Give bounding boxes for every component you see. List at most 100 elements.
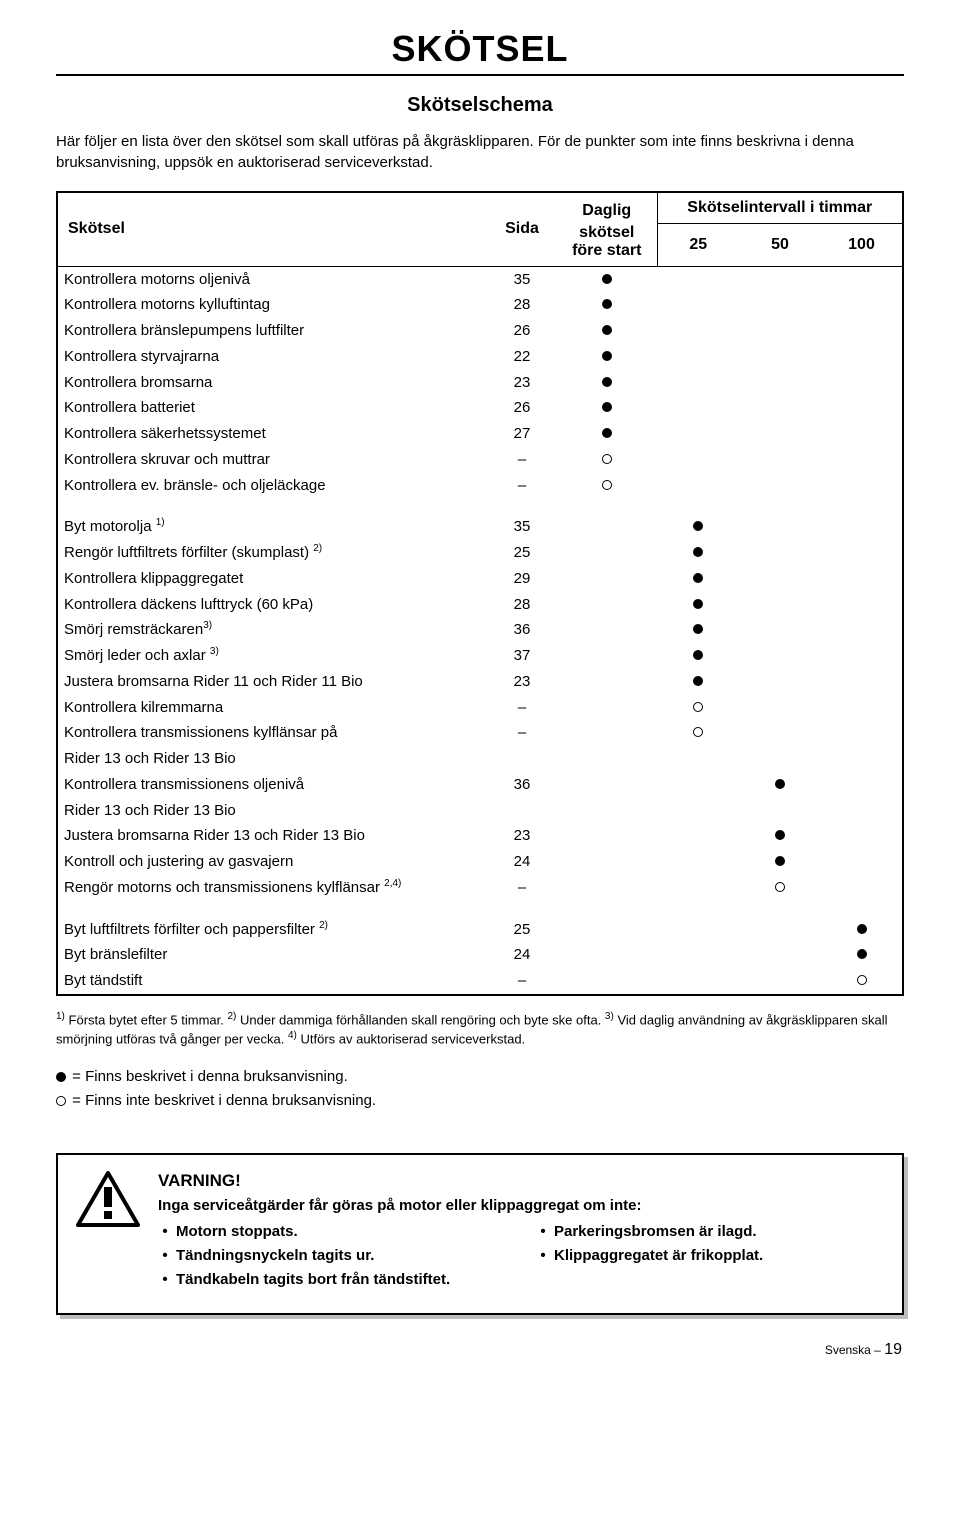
mark-cell [557, 566, 657, 592]
mark-cell [657, 447, 739, 473]
row-page: 26 [487, 395, 557, 421]
row-page: 23 [487, 669, 557, 695]
mark-cell [557, 772, 657, 798]
mark-cell [657, 514, 739, 540]
mark-cell [657, 266, 739, 292]
row-page: – [487, 695, 557, 721]
row-page: 37 [487, 643, 557, 669]
mark-cell [821, 395, 903, 421]
mark-cell [657, 746, 739, 772]
mark-cell [657, 823, 739, 849]
mark-cell [557, 875, 657, 901]
row-label: Kontrollera transmissionens oljenivå [57, 772, 487, 798]
mark-cell [821, 566, 903, 592]
legend: = Finns beskrivet i denna bruksanvisning… [56, 1065, 904, 1113]
row-page: 27 [487, 421, 557, 447]
col-header-daily1: Daglig [557, 192, 657, 224]
mark-cell [557, 266, 657, 292]
row-page: 28 [487, 292, 557, 318]
dot-solid-icon [693, 599, 703, 609]
row-page: 35 [487, 514, 557, 540]
mark-cell [739, 823, 821, 849]
mark-cell [821, 849, 903, 875]
dot-solid-icon [602, 402, 612, 412]
table-row: Kontrollera transmissionens oljenivå36 [57, 772, 903, 798]
row-label: Smörj leder och axlar 3) [57, 643, 487, 669]
table-row: Rengör motorns och transmissionens kylfl… [57, 875, 903, 901]
mark-cell [739, 344, 821, 370]
mark-cell [739, 318, 821, 344]
mark-cell [821, 540, 903, 566]
dot-hollow-icon [775, 882, 785, 892]
warning-list-right: Parkeringsbromsen är ilagd.Klippaggregat… [536, 1222, 884, 1267]
mark-cell [657, 566, 739, 592]
col-header-sida: Sida [487, 192, 557, 266]
warning-item: Klippaggregatet är frikopplat. [554, 1246, 884, 1266]
dot-solid-icon [602, 351, 612, 361]
table-row: Kontrollera skruvar och muttrar– [57, 447, 903, 473]
table-row: Kontrollera klippaggregatet29 [57, 566, 903, 592]
row-label: Kontrollera bränslepumpens luftfilter [57, 318, 487, 344]
dot-solid-icon [693, 521, 703, 531]
mark-cell [821, 917, 903, 943]
row-page: 36 [487, 772, 557, 798]
row-page: – [487, 447, 557, 473]
mark-cell [739, 798, 821, 824]
table-row: Kontrollera ev. bränsle- och oljeläckage… [57, 473, 903, 499]
row-page: 24 [487, 849, 557, 875]
mark-cell [657, 798, 739, 824]
dot-hollow-icon [56, 1096, 66, 1106]
mark-cell [821, 447, 903, 473]
mark-cell [557, 344, 657, 370]
footer-page-number: 19 [884, 1341, 902, 1358]
mark-cell [657, 592, 739, 618]
dot-solid-icon [56, 1072, 66, 1082]
mark-cell [657, 643, 739, 669]
mark-cell [657, 617, 739, 643]
table-row: Rengör luftfiltrets förfilter (skumplast… [57, 540, 903, 566]
dot-solid-icon [602, 325, 612, 335]
mark-cell [657, 421, 739, 447]
warning-icon [76, 1171, 140, 1227]
mark-cell [739, 720, 821, 746]
row-page: 26 [487, 318, 557, 344]
mark-cell [657, 917, 739, 943]
row-page: – [487, 720, 557, 746]
row-page: 36 [487, 617, 557, 643]
mark-cell [739, 968, 821, 995]
mark-cell [739, 540, 821, 566]
mark-cell [739, 617, 821, 643]
mark-cell [739, 292, 821, 318]
mark-cell [657, 720, 739, 746]
mark-cell [557, 720, 657, 746]
mark-cell [739, 447, 821, 473]
table-row: Byt bränslefilter24 [57, 942, 903, 968]
dot-solid-icon [775, 779, 785, 789]
mark-cell [557, 669, 657, 695]
row-label: Byt tändstift [57, 968, 487, 995]
row-label: Rengör luftfiltrets förfilter (skumplast… [57, 540, 487, 566]
mark-cell [739, 917, 821, 943]
row-label: Byt luftfiltrets förfilter och pappersfi… [57, 917, 487, 943]
mark-cell [821, 421, 903, 447]
mark-cell [739, 875, 821, 901]
mark-cell [557, 643, 657, 669]
col-header-skotsel: Skötsel [57, 192, 487, 266]
table-row: Kontrollera styrvajrarna22 [57, 344, 903, 370]
table-row: Rider 13 och Rider 13 Bio [57, 798, 903, 824]
dot-solid-icon [775, 856, 785, 866]
table-row: Byt motorolja 1)35 [57, 514, 903, 540]
group-spacer [57, 901, 903, 917]
table-row: Kontrollera kilremmarna– [57, 695, 903, 721]
warning-item: Tändningsnyckeln tagits ur. [176, 1246, 506, 1266]
row-label: Smörj remsträckaren3) [57, 617, 487, 643]
mark-cell [739, 266, 821, 292]
mark-cell [657, 473, 739, 499]
mark-cell [739, 669, 821, 695]
table-row: Justera bromsarna Rider 13 och Rider 13 … [57, 823, 903, 849]
warning-title: VARNING! [158, 1171, 884, 1191]
warning-item: Motorn stoppats. [176, 1222, 506, 1242]
mark-cell [657, 540, 739, 566]
mark-cell [657, 968, 739, 995]
table-row: Kontrollera motorns kylluftintag28 [57, 292, 903, 318]
